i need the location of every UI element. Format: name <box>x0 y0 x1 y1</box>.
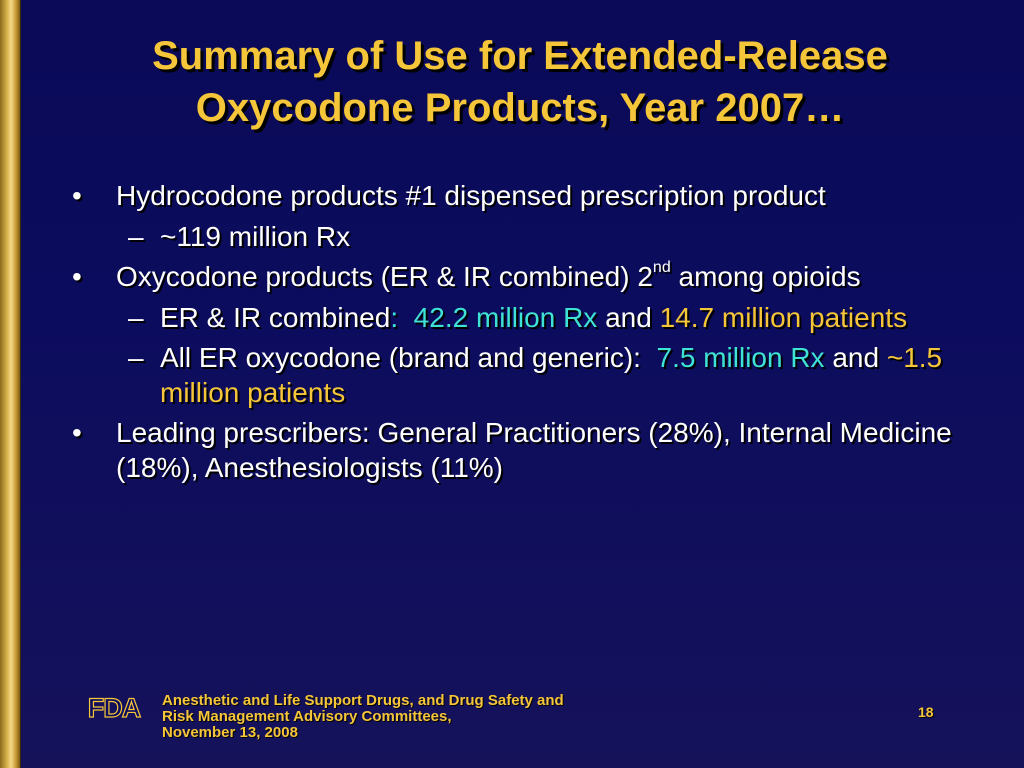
sub-bullet-text: ~119 million Rx <box>160 221 351 252</box>
rx-count-highlight: 7.5 million Rx <box>656 342 825 373</box>
conjunction-text: and <box>832 342 880 373</box>
bullet-text: Hydrocodone products #1 dispensed prescr… <box>116 180 826 211</box>
bullet-hydrocodone: • Hydrocodone products #1 dispensed pres… <box>70 178 990 213</box>
bullet-marker: • <box>72 180 82 211</box>
dash-marker: – <box>128 221 144 252</box>
page-number: 18 <box>918 704 934 720</box>
fda-logo: FDA <box>87 694 142 722</box>
bullet-leading-prescribers: • Leading prescribers: General Practitio… <box>70 415 990 485</box>
sub-bullet-all-er-oxycodone: – All ER oxycodone (brand and generic): … <box>70 340 990 410</box>
footer-line-1: Anesthetic and Life Support Drugs, and D… <box>162 692 564 709</box>
slide-body: • Hydrocodone products #1 dispensed pres… <box>70 178 990 491</box>
ordinal-superscript: nd <box>652 258 671 276</box>
sub-bullet-label: ER & IR combined <box>160 302 391 333</box>
decorative-gold-sidebar <box>0 0 21 768</box>
footer-line-3: November 13, 2008 <box>162 724 298 741</box>
sub-bullet-er-ir-combined: – ER & IR combined: 42.2 million Rx and … <box>70 300 990 335</box>
dash-marker: – <box>128 342 144 373</box>
bullet-oxycodone: • Oxycodone products (ER & IR combined) … <box>70 259 990 294</box>
bullet-marker: • <box>72 261 82 292</box>
sub-bullet-label: All ER oxycodone (brand and generic): <box>160 342 641 373</box>
title-line-2: Oxycodone Products, Year 2007… <box>195 86 845 130</box>
bullet-text-part-a: Oxycodone products (ER & IR combined) 2 <box>116 261 653 292</box>
sub-bullet-hydrocodone-rx: – ~119 million Rx <box>70 219 990 254</box>
footer-meeting-info: Anesthetic and Life Support Drugs, and D… <box>162 693 564 741</box>
dash-marker: – <box>128 302 144 333</box>
footer-line-2: Risk Management Advisory Committees, <box>162 708 452 725</box>
bullet-marker: • <box>72 417 82 448</box>
fda-logo-text: FDA <box>88 694 141 722</box>
bullet-text: Leading prescribers: General Practitione… <box>116 417 952 483</box>
bullet-text-part-b: among opioids <box>670 261 861 292</box>
title-line-1: Summary of Use for Extended-Release <box>152 34 888 78</box>
slide-title: Summary of Use for Extended-Release Oxyc… <box>30 30 1010 134</box>
patient-count-highlight: 14.7 million patients <box>659 302 908 333</box>
conjunction-text: and <box>605 302 652 333</box>
rx-count-highlight: 42.2 million Rx <box>413 302 598 333</box>
patient-count-highlight: ~1.5 million patients <box>160 342 943 408</box>
label-colon: : <box>390 302 399 333</box>
